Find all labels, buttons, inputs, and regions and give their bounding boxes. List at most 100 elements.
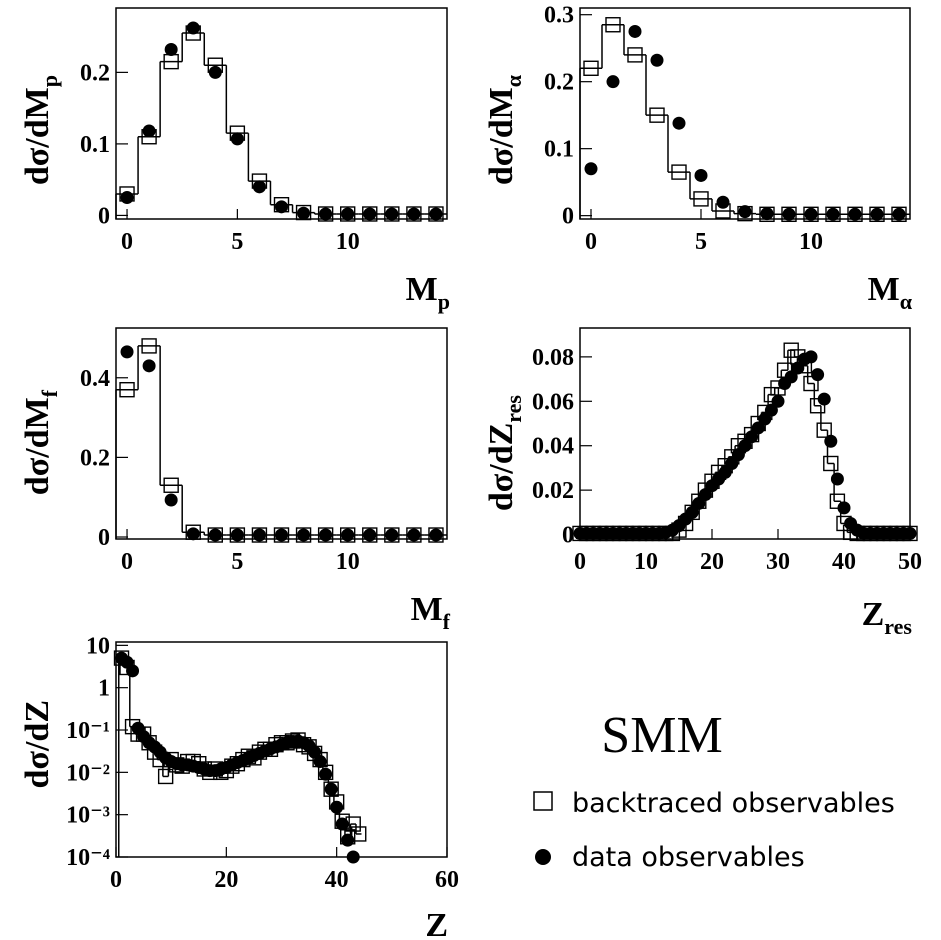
marker-square: [816, 422, 832, 438]
y-axis-label-sub: f: [37, 389, 62, 397]
marker-circle: [817, 392, 831, 406]
marker-circle: [738, 205, 752, 219]
marker-square: [384, 527, 400, 543]
panel: 10 1 10⁻¹ 10⁻² 10⁻³ 10⁻⁴0 20 40 60 dσ/dZ Z: [19, 633, 459, 940]
y-tick-label: 0: [562, 523, 574, 549]
y-tick-label: 10: [86, 633, 110, 659]
x-axis-label-sub: α: [900, 289, 913, 314]
marker-circle: [385, 207, 399, 221]
legend-label: backtraced observables: [572, 788, 895, 819]
marker-circle: [164, 493, 178, 507]
x-tick-label: 0: [585, 229, 597, 255]
marker-circle: [324, 782, 338, 796]
marker-circle: [685, 505, 699, 519]
marker-circle: [330, 800, 344, 814]
x-tick-label: 20: [700, 549, 724, 575]
marker-circle: [164, 42, 178, 56]
x-tick-label: 30: [766, 549, 790, 575]
y-axis-label-main: dσ/dM: [19, 87, 56, 185]
x-tick-label: 10: [634, 549, 658, 575]
marker-square: [823, 455, 839, 472]
x-tick-label: 0: [574, 549, 586, 575]
x-axis-label-main: Z: [862, 596, 885, 633]
marker-square: [157, 768, 174, 785]
x-tick-label: 60: [435, 867, 459, 893]
y-tick-label: 10⁻³: [66, 803, 110, 829]
y-tick-label: 0.2: [80, 60, 110, 86]
marker-square: [406, 527, 422, 543]
marker-square: [891, 206, 907, 223]
y-tick-label: 10⁻²: [66, 760, 110, 786]
marker-circle: [698, 488, 712, 502]
marker-circle: [760, 207, 774, 221]
y-tick-label: 0.1: [544, 137, 574, 163]
y-axis-label-sub: p: [37, 75, 62, 87]
y-tick-label: 10⁻⁴: [66, 845, 110, 871]
y-tick-label: 1: [98, 676, 110, 702]
x-tick-label: 10: [336, 549, 360, 575]
marker-circle: [791, 361, 805, 375]
y-tick-label: 0.02: [532, 478, 574, 504]
marker-square: [251, 527, 268, 543]
marker-circle: [297, 206, 311, 220]
marker-square: [809, 398, 826, 414]
y-axis-label: dσ/dMα: [483, 74, 526, 185]
y-tick-label: 0: [98, 525, 110, 551]
marker-square: [583, 60, 599, 76]
marker-circle: [830, 472, 844, 486]
y-tick-label: 0.2: [544, 70, 574, 96]
y-tick-label: 0.08: [532, 345, 574, 371]
marker-circle: [319, 528, 333, 542]
marker-circle: [308, 745, 322, 759]
x-axis-label: Mf: [411, 591, 451, 634]
marker-circle: [297, 528, 311, 542]
x-tick-label: 10: [336, 229, 360, 255]
y-tick-label: 10⁻¹: [66, 718, 110, 744]
marker-circle: [903, 526, 917, 540]
plot-frame: [579, 327, 911, 540]
x-axis-label: Mp: [406, 271, 450, 314]
marker-circle: [252, 180, 266, 194]
x-tick-label: 0: [121, 229, 133, 255]
marker-square: [781, 206, 797, 223]
marker-circle: [341, 207, 355, 221]
x-tick-label: 0: [110, 867, 122, 893]
marker-circle: [771, 394, 785, 408]
marker-circle: [892, 207, 906, 221]
marker-circle: [142, 359, 156, 373]
marker-circle: [628, 24, 642, 38]
marker-square: [317, 206, 334, 222]
marker-circle: [208, 528, 222, 542]
marker-circle: [230, 132, 244, 146]
x-tick-label: 5: [231, 229, 243, 255]
y-axis-label-sub: res: [501, 395, 526, 423]
plot-frame: [115, 327, 448, 540]
legend-circle: [535, 849, 551, 865]
marker-circle: [341, 833, 355, 847]
marker-square: [362, 206, 378, 222]
marker-circle: [407, 207, 421, 221]
marker-circle: [758, 412, 772, 426]
y-axis-label: dσ/dMf: [19, 389, 62, 495]
y-axis-label: dσ/dZ: [19, 700, 56, 788]
x-tick-label: 20: [214, 867, 238, 893]
marker-square: [406, 206, 422, 222]
marker-square: [869, 206, 885, 223]
y-axis-label-main: dσ/dZ: [19, 700, 56, 788]
marker-square: [340, 527, 356, 543]
marker-circle: [363, 207, 377, 221]
legend-square: [533, 791, 553, 811]
marker-circle: [784, 370, 798, 384]
marker-square: [273, 527, 290, 543]
marker-square: [428, 206, 444, 222]
y-axis-label: dσ/dZres: [483, 395, 526, 512]
marker-square: [627, 47, 643, 63]
x-axis-label: Mα: [868, 271, 913, 314]
marker-circle: [275, 200, 288, 214]
marker-circle: [837, 501, 851, 515]
marker-circle: [385, 528, 399, 542]
marker-circle: [725, 456, 739, 470]
